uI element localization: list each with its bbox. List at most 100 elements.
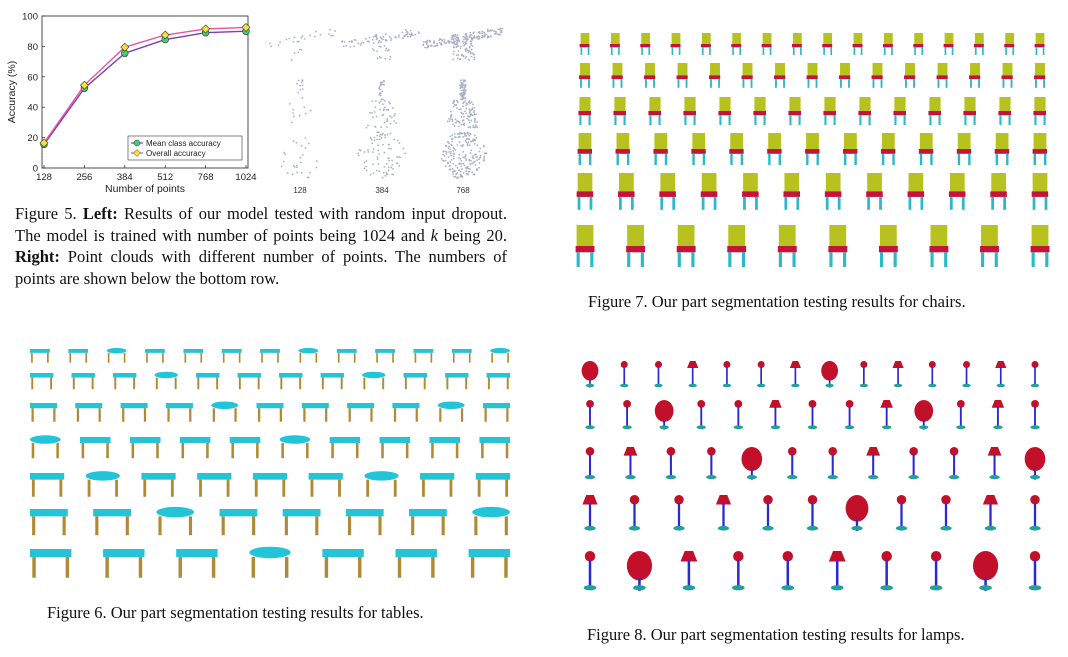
lamp-base — [868, 474, 879, 480]
chair-leg — [678, 47, 681, 55]
cloud-point — [476, 168, 478, 170]
cloud-point — [463, 124, 466, 127]
lamp-base — [583, 585, 597, 591]
cloud-point — [472, 124, 475, 127]
cloud-point — [378, 39, 381, 42]
cloud-point — [374, 125, 377, 128]
cloud-point — [447, 156, 450, 158]
cloud-point — [457, 45, 459, 47]
cloud-point — [386, 126, 388, 128]
lamp-base — [654, 383, 663, 388]
cloud-point — [357, 152, 360, 155]
cloud-point — [372, 151, 374, 153]
cloud-point — [467, 51, 470, 54]
lamp-base — [825, 383, 834, 388]
cloud-point — [466, 117, 469, 120]
lamp-shade — [991, 400, 1005, 408]
cloud-point — [367, 40, 370, 43]
cloud-point — [376, 131, 379, 134]
cloud-point — [279, 41, 281, 44]
point-label-768: 768 — [456, 186, 470, 195]
cloud-point — [449, 40, 452, 43]
cloud-point — [465, 104, 467, 107]
chair-leg — [620, 79, 623, 88]
table-leg — [465, 377, 468, 390]
table-top — [483, 403, 510, 409]
cloud-point — [409, 29, 412, 32]
table-leg — [446, 377, 449, 390]
cloud-point — [315, 166, 318, 169]
lamp-base — [830, 585, 844, 591]
y-tick-label: 20 — [27, 133, 38, 144]
cloud-point — [455, 34, 457, 37]
cloud-point — [447, 147, 450, 149]
table-leg — [370, 408, 373, 422]
table-leg — [170, 479, 174, 497]
cloud-point — [483, 35, 486, 38]
chair-seat — [644, 75, 656, 80]
cloud-point — [295, 164, 298, 167]
cloud-point — [380, 37, 383, 40]
cloud-point — [471, 162, 474, 165]
chair-leg — [789, 115, 792, 125]
chair-back — [762, 33, 772, 46]
cloud-point — [452, 152, 455, 155]
cloud-point — [428, 40, 431, 43]
chair-seat — [613, 111, 626, 116]
chair-leg — [829, 252, 833, 267]
table-leg — [91, 377, 94, 390]
lamp-stem — [766, 503, 770, 527]
chair-leg — [1035, 47, 1038, 55]
chair-seat — [907, 191, 925, 197]
lamp-base — [962, 383, 971, 388]
cloud-point — [299, 156, 302, 159]
cloud-point — [465, 112, 468, 115]
cloud-point — [391, 164, 394, 166]
cloud-point — [389, 55, 392, 58]
cloud-point — [384, 49, 387, 52]
table-leg — [505, 479, 509, 497]
table-top — [329, 437, 361, 443]
cloud-point — [466, 103, 469, 105]
cloud-point — [490, 35, 492, 38]
figure5-k: k — [430, 225, 438, 245]
chair-leg — [1043, 115, 1046, 125]
cloud-point — [433, 40, 436, 42]
lamp-shade — [914, 400, 934, 422]
chair-seat — [1031, 191, 1049, 197]
cloud-point — [459, 175, 462, 178]
lamps-segmentation-image — [581, 361, 1046, 591]
table-leg — [122, 408, 125, 422]
cloud-point — [292, 108, 295, 111]
cloud-point — [468, 132, 471, 135]
cloud-point — [465, 167, 468, 170]
chair-seat — [670, 44, 681, 48]
chair-back — [1031, 225, 1049, 249]
table-leg — [87, 479, 91, 497]
cloud-point — [435, 44, 438, 47]
cloud-point — [379, 108, 381, 111]
table-leg — [257, 377, 260, 390]
cloud-point — [460, 159, 463, 162]
lamp-base — [762, 525, 774, 531]
cloud-point — [454, 175, 457, 178]
x-tick-label: 256 — [76, 172, 92, 183]
table-leg — [506, 408, 509, 422]
point-cloud-grid: 128 384 768 — [265, 27, 504, 195]
chair-leg — [750, 79, 753, 88]
cloud-point — [328, 33, 330, 35]
cloud-point — [452, 155, 455, 158]
cloud-point — [479, 154, 482, 157]
lamp-base — [781, 585, 795, 591]
cloud-point — [472, 53, 475, 56]
chair-leg — [576, 252, 580, 267]
table-leg — [98, 408, 101, 422]
chair-seat — [823, 111, 836, 116]
lamp-shade — [995, 361, 1007, 368]
cloud-point — [301, 97, 304, 99]
chair-seat — [729, 149, 744, 154]
chair-seat — [774, 75, 786, 80]
cloud-point — [454, 164, 457, 167]
chair-leg — [824, 115, 827, 125]
chair-leg — [840, 79, 842, 88]
